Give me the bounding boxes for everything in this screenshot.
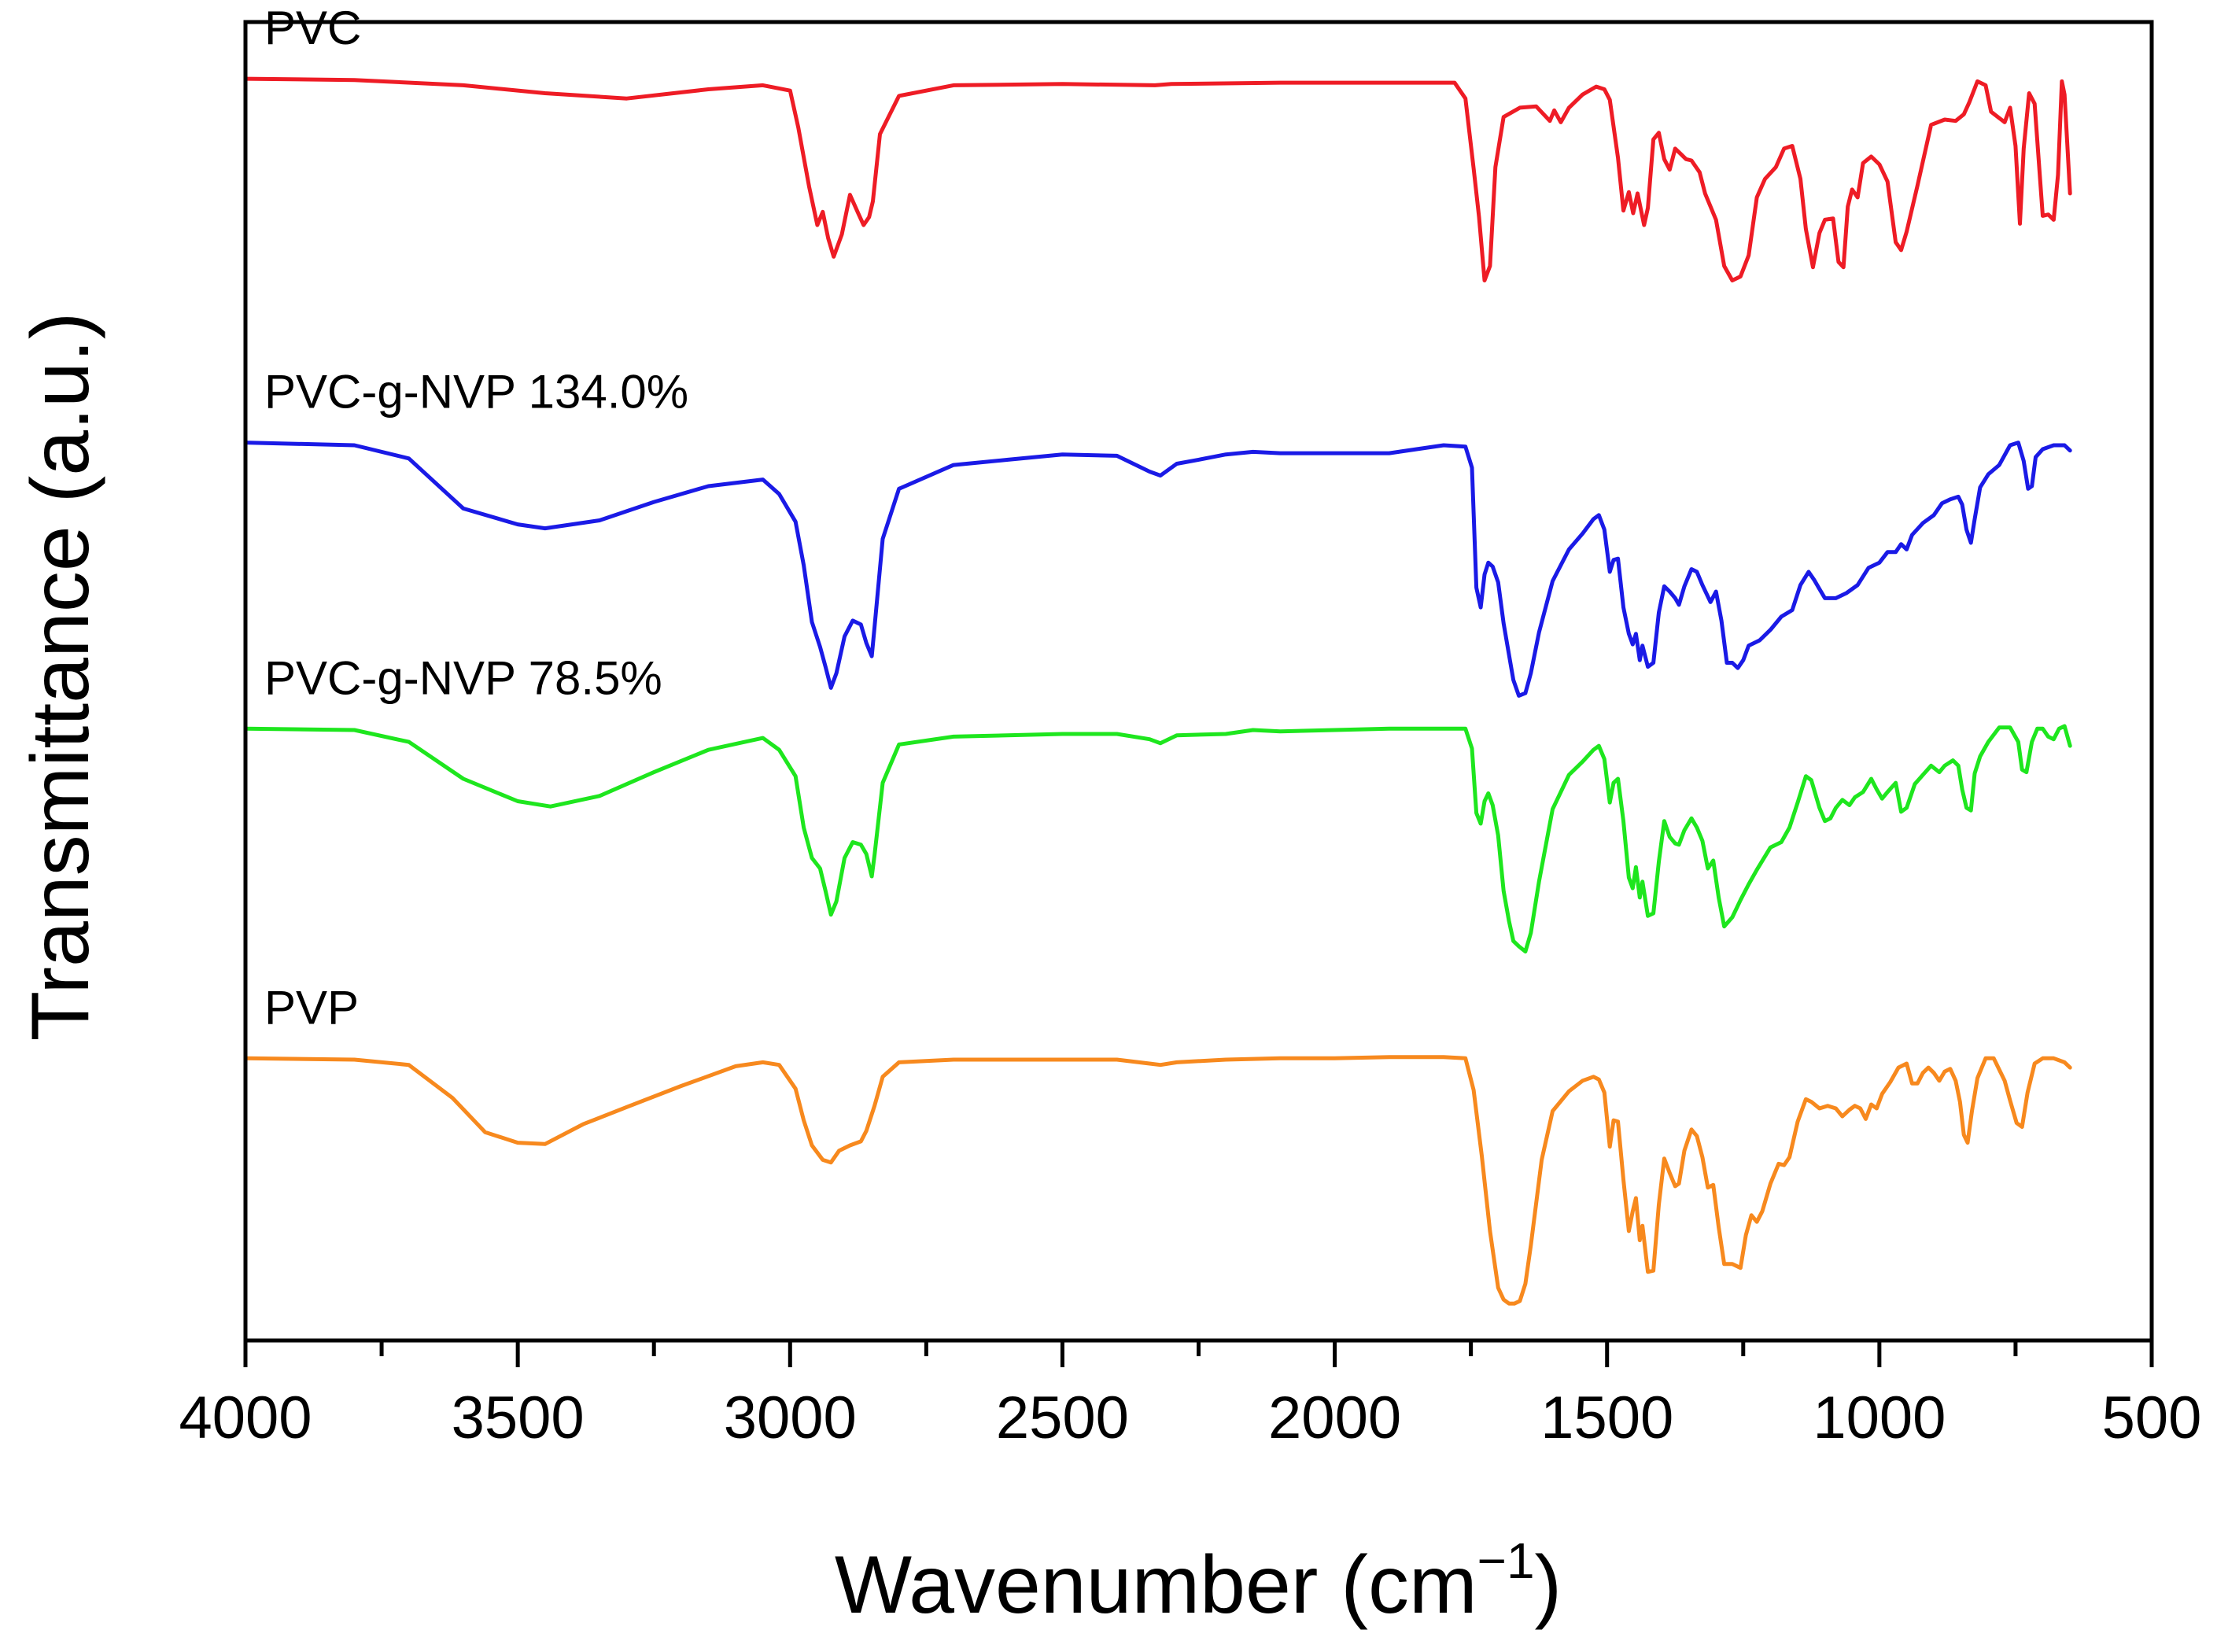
x-tick-label-1500: 1500 <box>1540 1385 1673 1451</box>
series-label-2: PVC-g-NVP 78.5% <box>264 651 662 704</box>
x-tick-label-3000: 3000 <box>724 1385 857 1451</box>
series-layer <box>243 76 2072 1306</box>
x-axis-ticks: 4000 3500 3000 2500 2000 1500 1000 500 <box>179 1340 2201 1451</box>
x-tick-label-500: 500 <box>2102 1385 2202 1451</box>
series-line-0 <box>243 76 2072 282</box>
series-label-3: PVP <box>264 981 359 1034</box>
series-labels: PVC PVC-g-NVP 134.0% PVC-g-NVP 78.5% PVP <box>264 2 688 1034</box>
series-line-1 <box>243 441 2072 698</box>
x-tick-label-1000: 1000 <box>1813 1385 1946 1451</box>
y-axis-title: Transmittance (a.u.) <box>15 312 106 1042</box>
x-tick-label-3500: 3500 <box>452 1385 585 1451</box>
x-tick-label-2000: 2000 <box>1268 1385 1401 1451</box>
x-tick-label-2500: 2500 <box>996 1385 1129 1451</box>
series-line-2 <box>243 724 2072 954</box>
series-label-0: PVC <box>264 2 361 54</box>
x-axis-title: Wavenumber (cm−1) <box>835 1532 1562 1631</box>
x-tick-label-4000: 4000 <box>179 1385 312 1451</box>
series-line-3 <box>243 1055 2072 1306</box>
series-label-1: PVC-g-NVP 134.0% <box>264 366 688 419</box>
